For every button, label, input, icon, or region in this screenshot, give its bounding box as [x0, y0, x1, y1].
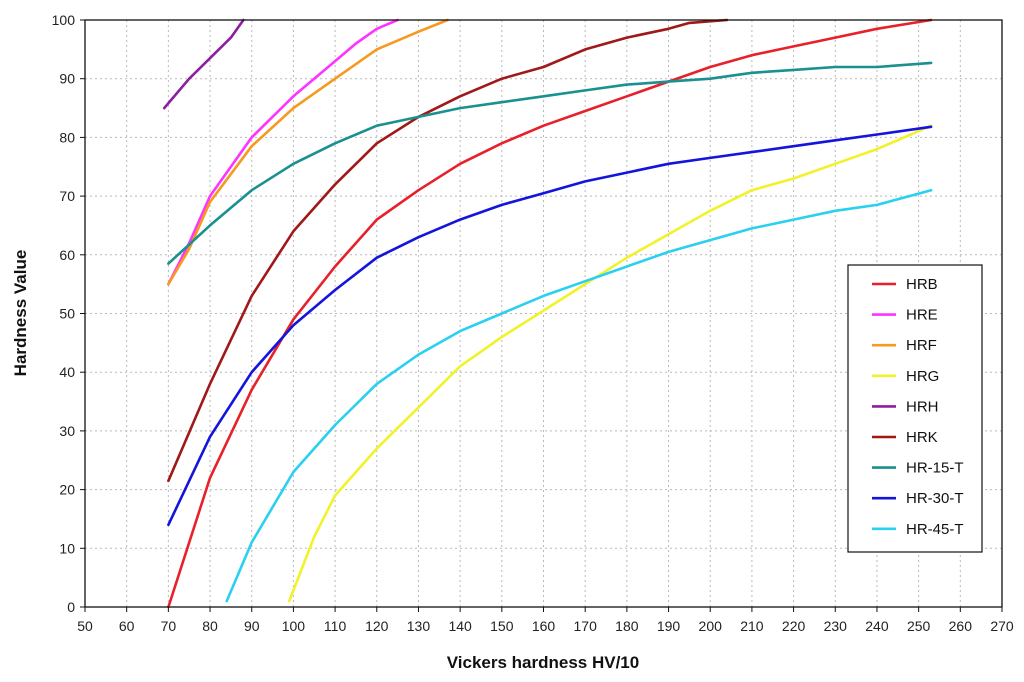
legend-label-hr-30-t: HR-30-T	[906, 490, 964, 507]
series-line-hrf	[167, 18, 449, 286]
y-tick-label: 60	[59, 247, 75, 263]
series-line-hrh	[162, 18, 245, 110]
series-line-hre	[167, 18, 399, 286]
x-tick-label: 120	[365, 618, 389, 634]
x-tick-label: 80	[202, 618, 218, 634]
x-tick-label: 260	[949, 618, 973, 634]
x-tick-label: 170	[574, 618, 598, 634]
x-tick-label: 110	[324, 618, 347, 634]
y-tick-label: 30	[59, 423, 75, 439]
x-tick-label: 210	[740, 618, 764, 634]
legend-label-hre: HRE	[906, 307, 938, 324]
legend-label-hrg: HRG	[906, 368, 939, 385]
y-tick-label: 100	[52, 12, 76, 28]
y-tick-label: 20	[59, 482, 75, 498]
legend-label-hr-45-t: HR-45-T	[906, 521, 964, 538]
y-tick-label: 80	[59, 129, 75, 145]
y-tick-label: 40	[59, 364, 75, 380]
tick-labels: 50 60 70 80 90 100 110 120 130 140 150 160 170 180 190…	[52, 12, 1014, 634]
x-tick-label: 200	[699, 618, 723, 634]
x-tick-label: 250	[907, 618, 931, 634]
x-tick-label: 160	[532, 618, 556, 634]
y-tick-label: 50	[59, 306, 75, 322]
legend-label-hrf: HRF	[906, 337, 937, 354]
y-tick-label: 0	[67, 599, 75, 615]
series-line-hr-45-t	[225, 188, 933, 603]
x-tick-label: 140	[448, 618, 472, 634]
x-tick-label: 270	[990, 618, 1014, 634]
series-line-hrg	[287, 124, 933, 603]
y-tick-label: 90	[59, 71, 75, 87]
legend-label-hrb: HRB	[906, 276, 938, 293]
x-tick-label: 190	[657, 618, 681, 634]
legend: HRB HRE HRF HRG HRH HRK HR-15-T HR-30-T HR-45-T	[847, 264, 983, 553]
x-tick-label: 70	[161, 618, 177, 634]
x-tick-label: 100	[282, 618, 306, 634]
x-tick-label: 240	[865, 618, 889, 634]
series-line-hr-30-t	[167, 125, 933, 527]
legend-label-hr-15-t: HR-15-T	[906, 460, 964, 477]
x-tick-label: 180	[615, 618, 639, 634]
x-tick-label: 230	[824, 618, 848, 634]
series-line-hrk	[167, 18, 729, 483]
x-tick-label: 90	[244, 618, 260, 634]
x-tick-label: 60	[119, 618, 135, 634]
series-line-hr-15-t	[167, 61, 933, 265]
y-tick-label: 70	[59, 188, 75, 204]
legend-label-hrh: HRH	[906, 398, 939, 415]
x-axis-title: Vickers hardness HV/10	[447, 653, 639, 672]
series-line-hrb	[167, 18, 933, 609]
x-tick-label: 50	[77, 618, 93, 634]
series-group	[162, 18, 933, 609]
legend-label-hrk: HRK	[906, 429, 938, 446]
y-tick-label: 10	[59, 540, 75, 556]
x-tick-label: 130	[407, 618, 431, 634]
legend-box	[847, 264, 983, 553]
x-tick-label: 220	[782, 618, 806, 634]
x-tick-label: 150	[490, 618, 514, 634]
y-axis-title: Hardness Value	[11, 250, 30, 377]
